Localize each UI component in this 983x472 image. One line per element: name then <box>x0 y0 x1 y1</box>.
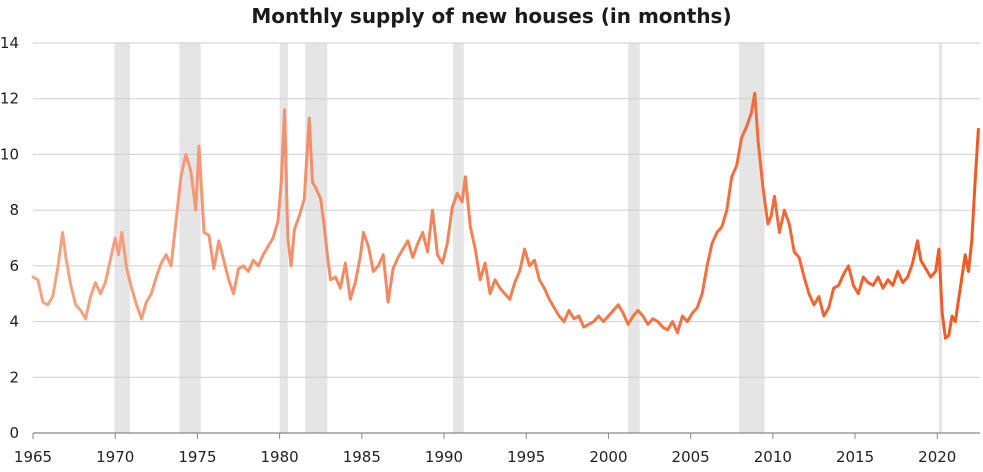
gridlines <box>33 42 980 434</box>
x-tick-label: 1985 <box>343 448 381 466</box>
recession-band <box>305 43 328 433</box>
y-tick-label: 14 <box>0 34 19 52</box>
y-axis-ticks: 0 2 4 6 8 10 12 14 <box>0 34 19 442</box>
x-tick-label: 1975 <box>178 448 216 466</box>
x-tick-label: 1970 <box>96 448 134 466</box>
recession-band <box>628 43 640 433</box>
x-tick-label: 2020 <box>918 448 956 466</box>
x-tick-label: 1980 <box>261 448 299 466</box>
chart-title: Monthly supply of new houses (in months) <box>251 4 732 28</box>
recession-band <box>453 43 464 433</box>
x-tick-label: 2000 <box>589 448 627 466</box>
series-line <box>31 91 980 340</box>
y-tick-label: 6 <box>9 257 19 275</box>
y-tick-label: 10 <box>0 145 19 163</box>
y-tick-label: 8 <box>9 201 19 219</box>
y-tick-label: 2 <box>9 368 19 386</box>
x-axis-ticks: 1965 1970 1975 1980 1985 1990 1995 2000 2005 2010… <box>14 433 956 466</box>
x-tick-label: 1995 <box>507 448 545 466</box>
x-tick-label: 2015 <box>836 448 874 466</box>
recession-band <box>938 43 943 433</box>
recession-band <box>179 43 201 433</box>
x-tick-label: 2010 <box>754 448 792 466</box>
y-tick-label: 0 <box>9 424 19 442</box>
recession-bands <box>114 43 943 433</box>
y-tick-label: 12 <box>0 90 19 108</box>
recession-band <box>279 43 288 433</box>
x-tick-label: 2005 <box>672 448 710 466</box>
x-tick-label: 1990 <box>425 448 463 466</box>
y-tick-label: 4 <box>9 313 19 331</box>
x-tick-label: 1965 <box>14 448 52 466</box>
